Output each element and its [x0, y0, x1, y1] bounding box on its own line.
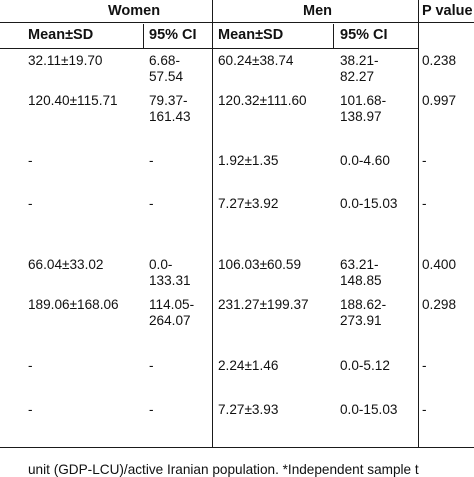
men-mean-cell: 7.27±3.92	[218, 196, 279, 211]
women-ci-cell: -	[149, 196, 154, 211]
men-group-header: Men	[303, 3, 332, 19]
p-value-header: P value	[422, 3, 473, 19]
p-value-cell: -	[422, 153, 427, 168]
women-ci-cell-cont: 161.43	[149, 109, 191, 124]
women-ci-cell: -	[149, 358, 154, 373]
women-ci-cell: -	[149, 402, 154, 417]
women-mean-cell: -	[28, 153, 33, 168]
p-value-cell: 0.997	[422, 93, 457, 108]
women-ci-cell-cont: 133.31	[149, 273, 191, 288]
men-ci-cell: 101.68-	[340, 93, 387, 108]
women-ci-cell: 0.0-	[149, 257, 173, 272]
men-mean-cell: 60.24±38.74	[218, 53, 294, 68]
men-ci-cell: 188.62-	[340, 297, 387, 312]
men-ci-cell-cont: 273.91	[340, 313, 382, 328]
women-group-header: Women	[108, 3, 161, 19]
women-mean-header: Mean±SD	[28, 27, 94, 43]
women-ci-cell-cont: 264.07	[149, 313, 191, 328]
divider-men-ci-left	[333, 24, 335, 48]
men-mean-cell: 7.27±3.93	[218, 402, 279, 417]
men-mean-cell: 231.27±199.37	[218, 297, 309, 312]
women-ci-cell: 79.37-	[149, 93, 188, 108]
divider-men-pvalue	[418, 0, 420, 447]
women-mean-cell: 120.40±115.71	[28, 93, 118, 108]
p-value-cell: -	[422, 402, 427, 417]
women-mean-cell: -	[28, 196, 33, 211]
p-value-cell: 0.400	[422, 257, 457, 272]
p-value-cell: -	[422, 358, 427, 373]
men-ci-cell-cont: 148.85	[340, 273, 382, 288]
women-mean-cell: -	[28, 402, 33, 417]
women-mean-cell: -	[28, 358, 33, 373]
women-ci-header: 95% CI	[149, 27, 197, 43]
header-bottom-rule	[0, 22, 474, 24]
men-ci-cell: 63.21-	[340, 257, 379, 272]
women-ci-cell: -	[149, 153, 154, 168]
women-mean-cell: 32.11±19.70	[28, 53, 103, 68]
men-ci-cell: 0.0-4.60	[340, 153, 390, 168]
subheader-rule	[0, 48, 418, 50]
men-ci-cell-cont: 138.97	[340, 109, 382, 124]
p-value-cell: 0.298	[422, 297, 457, 312]
men-mean-cell: 2.24±1.46	[218, 358, 279, 373]
women-ci-cell: 6.68-	[149, 53, 180, 68]
women-mean-cell: 66.04±33.02	[28, 257, 104, 272]
men-ci-cell-cont: 82.27	[340, 69, 375, 84]
divider-women-men	[212, 0, 214, 447]
men-ci-cell: 38.21-	[340, 53, 379, 68]
women-mean-cell: 189.06±168.06	[28, 297, 119, 312]
table-footnote: unit (GDP-LCU)/active Iranian population…	[28, 462, 419, 477]
men-ci-cell: 0.0-15.03	[340, 196, 398, 211]
p-value-cell: 0.238	[422, 53, 457, 68]
women-ci-cell: 114.05-	[149, 297, 195, 312]
men-mean-cell: 1.92±1.35	[218, 153, 279, 168]
men-mean-header: Mean±SD	[218, 27, 284, 43]
divider-women-ci-left	[143, 24, 145, 48]
men-ci-header: 95% CI	[340, 27, 388, 43]
p-value-cell: -	[422, 196, 427, 211]
men-ci-cell: 0.0-5.12	[340, 358, 390, 373]
men-mean-cell: 106.03±60.59	[218, 257, 302, 272]
table-bottom-rule	[0, 447, 474, 449]
women-ci-cell-cont: 57.54	[149, 69, 184, 84]
men-ci-cell: 0.0-15.03	[340, 402, 398, 417]
men-mean-cell: 120.32±111.60	[218, 93, 307, 108]
